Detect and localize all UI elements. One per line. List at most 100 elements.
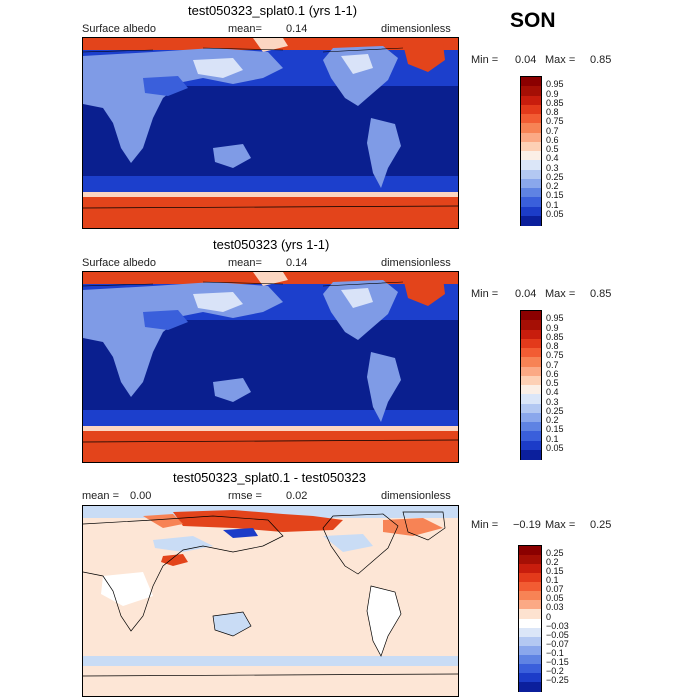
colorbar-tick-label: 0.05 xyxy=(546,442,564,453)
colorbar-segment xyxy=(521,311,541,321)
colorbar-segment xyxy=(521,320,541,330)
colorbar-segment xyxy=(521,160,541,170)
panel-1-mean-label: mean= xyxy=(228,23,262,35)
panel-3-rmse-value: 0.02 xyxy=(286,490,308,502)
colorbar-segment xyxy=(521,422,541,432)
panel-3-map xyxy=(82,505,459,697)
colorbar-segment xyxy=(521,348,541,358)
colorbar-tick-label: 0.1 xyxy=(546,433,559,444)
panel-1-title: test050323_splat0.1 (yrs 1-1) xyxy=(188,3,358,18)
colorbar-tick-label: 0.5 xyxy=(546,144,559,154)
colorbar-tick-label: 0.75 xyxy=(546,116,564,127)
colorbar-tick-label: 0.15 xyxy=(546,566,564,577)
panel-2-units: dimensionless xyxy=(381,257,451,269)
colorbar-tick-label: 0.85 xyxy=(546,331,564,342)
panel-3-colorbar xyxy=(518,545,542,692)
colorbar-tick-label: 0.15 xyxy=(546,424,564,435)
panel-2-variable-label: Surface albedo xyxy=(82,257,156,269)
colorbar-tick-label: 0.5 xyxy=(546,378,559,388)
colorbar-segment xyxy=(519,609,541,619)
panel-2-max-label: Max = xyxy=(545,288,576,300)
colorbar-segment xyxy=(521,375,541,386)
panel-3-min-label: Min = xyxy=(471,519,499,531)
season-label: SON xyxy=(510,9,556,32)
panel-1-max-value: 0.85 xyxy=(590,54,612,66)
colorbar-segment xyxy=(521,169,541,180)
colorbar-segment xyxy=(521,123,541,133)
colorbar-segment xyxy=(521,178,541,189)
colorbar-tick-label: 0.3 xyxy=(546,162,559,173)
colorbar-segment xyxy=(521,440,541,451)
panel-3-max-value: 0.25 xyxy=(590,519,612,531)
colorbar-tick-label: 0.95 xyxy=(546,313,564,324)
colorbar-tick-label: 0.05 xyxy=(546,208,564,219)
colorbar-segment xyxy=(519,663,541,674)
panel-1-mean-value: 0.14 xyxy=(286,23,308,35)
colorbar-segment xyxy=(519,654,541,665)
colorbar-segment xyxy=(521,132,541,143)
colorbar-tick-label: −0.05 xyxy=(546,629,569,640)
panel-2-max-value: 0.85 xyxy=(590,288,612,300)
colorbar-tick-label: 0.03 xyxy=(546,602,564,613)
colorbar-tick-label: −0.07 xyxy=(546,638,569,649)
colorbar-segment xyxy=(521,95,541,106)
colorbar-segment xyxy=(521,431,541,441)
colorbar-segment xyxy=(519,546,541,556)
colorbar-segment xyxy=(521,366,541,377)
colorbar-tick-label: 0.8 xyxy=(546,341,559,351)
colorbar-segment xyxy=(521,357,541,367)
colorbar-segment xyxy=(521,77,541,87)
colorbar-tick-label: 0.7 xyxy=(546,359,559,370)
colorbar-segment xyxy=(519,636,541,647)
panel-2-mean-value: 0.14 xyxy=(286,257,308,269)
panel-1-min-label: Min = xyxy=(471,54,499,66)
colorbar-segment xyxy=(519,573,541,583)
panel-1-map xyxy=(82,37,459,229)
colorbar-tick-label: −0.1 xyxy=(546,647,564,658)
panel-2-map-graphic xyxy=(83,272,458,462)
panel-1-max-label: Max = xyxy=(545,54,576,66)
colorbar-tick-label: 0.25 xyxy=(546,405,564,416)
panel-1-map-graphic xyxy=(83,38,458,228)
panel-3-max-label: Max = xyxy=(545,519,576,531)
panel-2-min-value: 0.04 xyxy=(515,288,537,300)
panel-2-min-label: Min = xyxy=(471,288,499,300)
colorbar-tick-label: 0 xyxy=(546,611,552,622)
colorbar-segment xyxy=(521,338,541,349)
panel-2-map xyxy=(82,271,459,463)
colorbar-tick-label: 0.2 xyxy=(546,181,559,191)
colorbar-segment xyxy=(519,681,541,692)
colorbar-segment xyxy=(521,86,541,96)
colorbar-segment xyxy=(521,449,541,460)
colorbar-segment xyxy=(521,394,541,404)
colorbar-tick-label: 0.4 xyxy=(546,387,559,398)
panel-3-units: dimensionless xyxy=(381,490,451,502)
colorbar-tick-label: 0.8 xyxy=(546,107,559,117)
colorbar-tick-label: −0.03 xyxy=(546,620,569,631)
colorbar-segment xyxy=(519,591,541,601)
colorbar-segment xyxy=(519,564,541,574)
colorbar-segment xyxy=(519,645,541,656)
panel-1-min-value: 0.04 xyxy=(515,54,537,66)
colorbar-segment xyxy=(521,114,541,124)
panel-2-title: test050323 (yrs 1-1) xyxy=(213,237,330,252)
panel-3-mean-label: mean = xyxy=(82,490,119,502)
panel-1-colorbar xyxy=(520,76,542,226)
colorbar-segment xyxy=(519,582,541,592)
colorbar-tick-label: 0.7 xyxy=(546,125,559,136)
colorbar-segment xyxy=(519,672,541,683)
colorbar-segment xyxy=(521,206,541,217)
panel-2-colorbar xyxy=(520,310,542,460)
colorbar-tick-label: 0.15 xyxy=(546,190,564,201)
colorbar-segment xyxy=(521,385,541,395)
panel-1-variable-label: Surface albedo xyxy=(82,23,156,35)
colorbar-tick-label: 0.25 xyxy=(546,548,564,559)
colorbar-tick-label: −0.2 xyxy=(546,665,564,676)
colorbar-tick-label: 0.4 xyxy=(546,153,559,164)
colorbar-segment xyxy=(521,329,541,340)
colorbar-segment xyxy=(521,412,541,423)
colorbar-tick-label: 0.07 xyxy=(546,584,564,595)
colorbar-tick-label: 0.2 xyxy=(546,415,559,425)
colorbar-tick-label: 0.1 xyxy=(546,199,559,210)
colorbar-tick-label: 0.6 xyxy=(546,368,559,379)
